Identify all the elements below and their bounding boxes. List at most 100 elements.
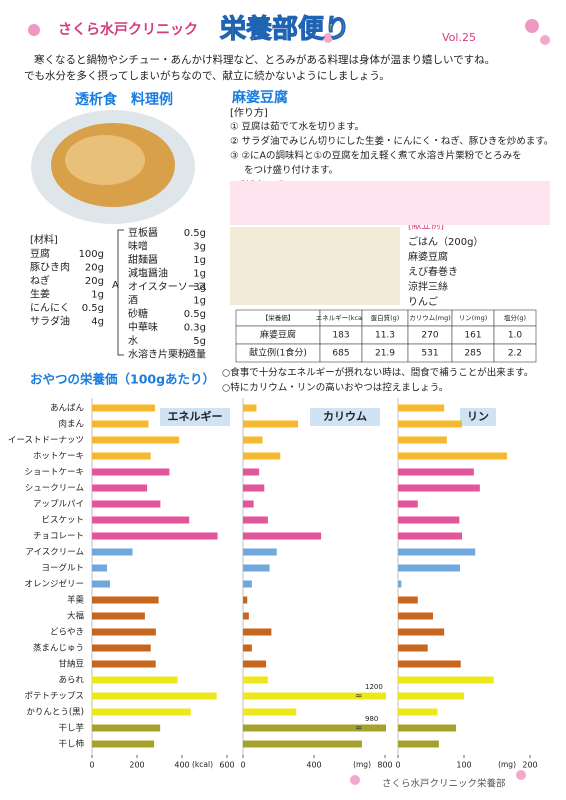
ingredient: 水 [128,335,138,347]
panel-label: カリウム [323,410,367,423]
flowers [28,19,550,785]
bar [398,420,463,428]
bar [398,516,460,524]
category-label: かりんとう(黒) [26,708,84,718]
bar [243,724,386,732]
cell-text: 献立例(1食分) [249,347,307,359]
bar [243,420,299,428]
x-tick-label: 800 [377,761,392,770]
bar [398,452,507,460]
bar [398,484,480,492]
bar [92,628,156,636]
intro-line: 寒くなると鍋物やシチュー・あんかけ料理など、とろみがある料理は身体が温まり嬉しい… [34,53,495,66]
cell-text: 蛋白質(g) [371,313,400,322]
ingredient: 生姜 [30,288,50,301]
points-box [230,181,550,225]
cell-text: 685 [332,349,349,359]
cell-text: 2.2 [508,349,522,359]
x-tick-label: 200 [522,761,537,770]
amount: 1g [91,290,104,301]
bar [243,612,249,620]
bar [92,692,217,700]
category-label: 大福 [67,611,84,622]
snack-chart: あんぱん肉まんイーストドーナッツホットケーキショートケーキシュークリームアップル… [8,398,538,770]
bar [92,580,110,588]
cell-text: 285 [464,349,481,359]
bar [92,676,178,684]
ingredient: 減塩醤油 [128,267,168,280]
bar [398,740,439,748]
category-label: どらやき [50,628,84,638]
bar [92,468,170,476]
ingredient: 豆腐 [30,247,50,260]
bar [92,484,148,492]
menu-item: 涼拌三絲 [408,280,448,293]
unit-label: (kcal) [192,760,213,769]
footer: さくら水戸クリニック栄養部 [382,778,506,790]
bar [92,516,190,524]
amount: 3g [193,282,206,293]
x-tick-label: 600 [219,761,234,770]
category-label: 羊羹 [67,595,85,606]
bar [398,404,445,412]
cell-text: 麻婆豆腐 [260,329,296,341]
cell-text: 塩分(g) [504,313,526,322]
bar [92,596,159,604]
category-label: 甘納豆 [58,659,84,670]
cell-text: 11.3 [375,331,395,341]
section-title: 透析食 料理例 [75,91,173,108]
ingredient: 豆板醤 [128,226,158,239]
bar [243,628,272,636]
category-label: アイスクリーム [25,548,84,558]
bar [92,740,155,748]
menu-item: 麻婆豆腐 [408,250,448,263]
dish-photo [31,110,195,224]
bar [398,596,418,604]
amount: 1g [193,255,206,266]
bar [243,548,277,556]
bars [398,404,507,748]
bar [243,580,252,588]
step: をつけ盛り付けます。 [244,164,338,176]
step: ② サラダ油でみじん切りにした生姜・にんにく・ねぎ、豚ひきを炒めます。 [230,135,553,147]
bar [398,628,445,636]
bar [243,404,257,412]
amount: 0.5g [184,228,206,239]
newsletter-title: 栄養部便り [219,15,350,45]
menu-photo [230,227,400,305]
category-label: ショートケーキ [24,468,84,478]
ingredient: にんにく [30,302,70,314]
bar [398,500,418,508]
bar [398,724,457,732]
x-tick-label: 0 [240,761,245,770]
bar [398,532,463,540]
x-tick-label: 100 [456,761,471,770]
ingredient: 甜麺醤 [128,253,158,266]
unit-label: (mg) [498,760,516,769]
dish-title: 麻婆豆腐 [231,89,288,106]
bar [243,500,254,508]
amount: 1g [193,296,206,307]
bar [92,644,151,652]
amount: 100g [79,249,104,260]
volume: Vol.25 [442,31,476,44]
bar [92,404,155,412]
bar [92,420,149,428]
bar [243,660,267,668]
x-tick-label: 200 [129,761,144,770]
category-label: ヨーグルト [41,563,84,574]
cell-text: 161 [464,331,481,341]
ingredient: 味噌 [128,240,148,253]
category-label: 干し柿 [58,739,84,750]
unit-label: (mg) [353,760,371,769]
break: ≈ [355,724,363,734]
bar [398,436,447,444]
bar [92,724,161,732]
menu-item: ごはん（200g） [408,235,483,248]
category-label: チョコレート [33,532,84,542]
bar [243,436,263,444]
panel-label: エネルギー [168,409,223,423]
category-label: ビスケット [41,516,84,526]
cell-text: リン(mg) [459,314,488,322]
